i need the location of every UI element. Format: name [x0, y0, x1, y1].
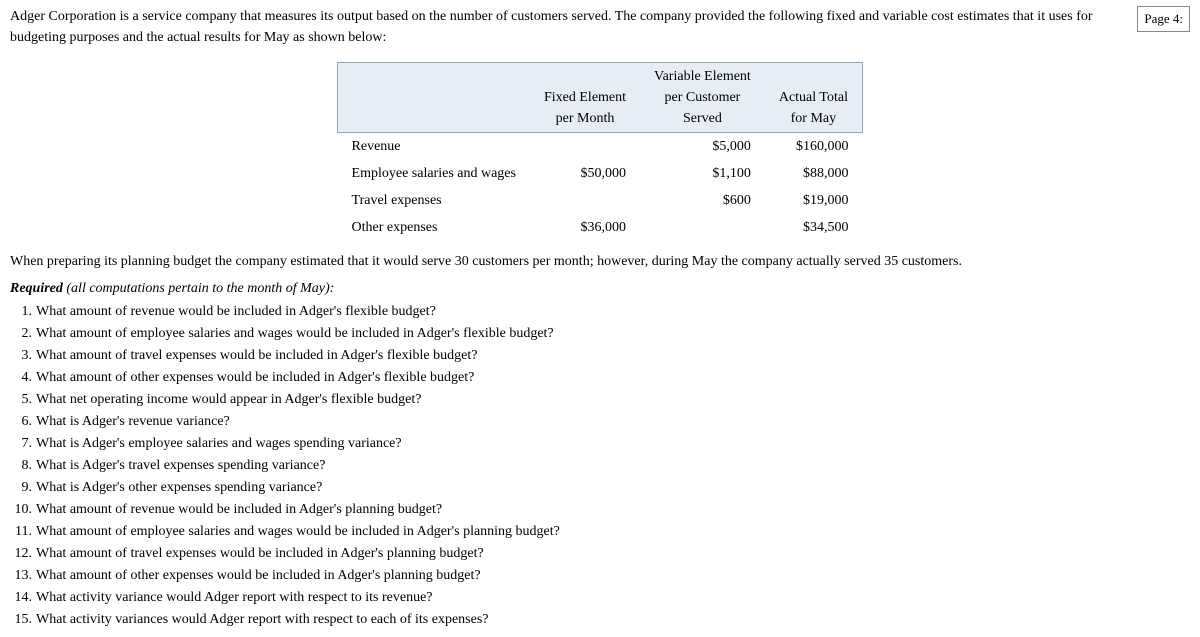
- row-actual: $19,000: [765, 187, 863, 214]
- qnum: 6.: [10, 411, 32, 432]
- list-item: 11. What amount of employee salaries and …: [10, 521, 1190, 542]
- list-item: 15. What activity variances would Adger r…: [10, 609, 1190, 630]
- question-text: What amount of revenue would be included…: [36, 304, 436, 319]
- required-line: Required (all computations pertain to th…: [10, 278, 1190, 299]
- row-actual: $160,000: [765, 133, 863, 161]
- qnum: 13.: [10, 565, 32, 586]
- questions-list: 1. What amount of revenue would be includ…: [10, 301, 1190, 630]
- row-variable: $600: [640, 187, 765, 214]
- required-paren: (all computations pertain to the month o…: [66, 281, 334, 296]
- list-item: 12. What amount of travel expenses would …: [10, 543, 1190, 564]
- question-text: What amount of employee salaries and wag…: [36, 524, 560, 539]
- question-text: What net operating income would appear i…: [36, 392, 421, 407]
- col-header-actual-line2: for May: [779, 108, 848, 129]
- col-header-actual: Actual Total for May: [765, 63, 863, 133]
- col-header-actual-line1: Actual Total: [779, 87, 848, 108]
- list-item: 13. What amount of other expenses would b…: [10, 565, 1190, 586]
- row-label: Revenue: [338, 133, 530, 161]
- col-header-fixed-line2: per Month: [544, 108, 626, 129]
- qnum: 12.: [10, 543, 32, 564]
- qnum: 15.: [10, 609, 32, 630]
- list-item: 9. What is Adger's other expenses spendin…: [10, 477, 1190, 498]
- col-header-variable-line3: Served: [654, 108, 751, 129]
- row-actual: $88,000: [765, 160, 863, 187]
- question-text: What amount of employee salaries and wag…: [36, 326, 554, 341]
- cost-table: Fixed Element per Month Variable Element…: [337, 62, 863, 241]
- question-text: What amount of other expenses would be i…: [36, 370, 474, 385]
- row-variable: $1,100: [640, 160, 765, 187]
- col-header-fixed-line1: Fixed Element: [544, 87, 626, 108]
- qnum: 3.: [10, 345, 32, 366]
- list-item: 6. What is Adger's revenue variance?: [10, 411, 1190, 432]
- col-header-variable-line1: Variable Element: [654, 66, 751, 87]
- list-item: 2. What amount of employee salaries and w…: [10, 323, 1190, 344]
- qnum: 10.: [10, 499, 32, 520]
- row-label: Travel expenses: [338, 187, 530, 214]
- table-row: Employee salaries and wages $50,000 $1,1…: [338, 160, 863, 187]
- mid-paragraph: When preparing its planning budget the c…: [10, 251, 1190, 272]
- question-text: What is Adger's other expenses spending …: [36, 480, 322, 495]
- qnum: 11.: [10, 521, 32, 542]
- question-text: What amount of revenue would be included…: [36, 502, 442, 517]
- row-fixed: [530, 187, 640, 214]
- list-item: 5. What net operating income would appear…: [10, 389, 1190, 410]
- intro-paragraph: Adger Corporation is a service company t…: [10, 6, 1125, 48]
- row-fixed: $50,000: [530, 160, 640, 187]
- cost-table-wrap: Fixed Element per Month Variable Element…: [10, 62, 1190, 241]
- qnum: 2.: [10, 323, 32, 344]
- row-variable: [640, 214, 765, 241]
- row-fixed: $36,000: [530, 214, 640, 241]
- list-item: 10. What amount of revenue would be inclu…: [10, 499, 1190, 520]
- row-label: Other expenses: [338, 214, 530, 241]
- question-text: What amount of other expenses would be i…: [36, 568, 481, 583]
- col-header-variable: Variable Element per Customer Served: [640, 63, 765, 133]
- question-text: What amount of travel expenses would be …: [36, 546, 484, 561]
- table-row: Revenue $5,000 $160,000: [338, 133, 863, 161]
- qnum: 8.: [10, 455, 32, 476]
- list-item: 8. What is Adger's travel expenses spendi…: [10, 455, 1190, 476]
- col-header-variable-line2: per Customer: [654, 87, 751, 108]
- qnum: 5.: [10, 389, 32, 410]
- required-label: Required: [10, 281, 63, 296]
- col-header-blank: [338, 63, 530, 133]
- row-label: Employee salaries and wages: [338, 160, 530, 187]
- table-row: Travel expenses $600 $19,000: [338, 187, 863, 214]
- question-text: What is Adger's revenue variance?: [36, 414, 230, 429]
- list-item: 1. What amount of revenue would be includ…: [10, 301, 1190, 322]
- row-variable: $5,000: [640, 133, 765, 161]
- question-text: What is Adger's travel expenses spending…: [36, 458, 325, 473]
- top-row: Adger Corporation is a service company t…: [10, 6, 1190, 48]
- question-text: What amount of travel expenses would be …: [36, 348, 477, 363]
- col-header-fixed: Fixed Element per Month: [530, 63, 640, 133]
- list-item: 14. What activity variance would Adger re…: [10, 587, 1190, 608]
- page-label: Page 4:: [1137, 6, 1190, 32]
- qnum: 7.: [10, 433, 32, 454]
- qnum: 1.: [10, 301, 32, 322]
- qnum: 14.: [10, 587, 32, 608]
- question-text: What is Adger's employee salaries and wa…: [36, 436, 402, 451]
- cost-table-body: Revenue $5,000 $160,000 Employee salarie…: [338, 133, 863, 242]
- row-fixed: [530, 133, 640, 161]
- list-item: 7. What is Adger's employee salaries and …: [10, 433, 1190, 454]
- list-item: 3. What amount of travel expenses would b…: [10, 345, 1190, 366]
- list-item: 4. What amount of other expenses would be…: [10, 367, 1190, 388]
- qnum: 9.: [10, 477, 32, 498]
- table-row: Other expenses $36,000 $34,500: [338, 214, 863, 241]
- row-actual: $34,500: [765, 214, 863, 241]
- qnum: 4.: [10, 367, 32, 388]
- question-text: What activity variances would Adger repo…: [36, 612, 489, 627]
- question-text: What activity variance would Adger repor…: [36, 590, 433, 605]
